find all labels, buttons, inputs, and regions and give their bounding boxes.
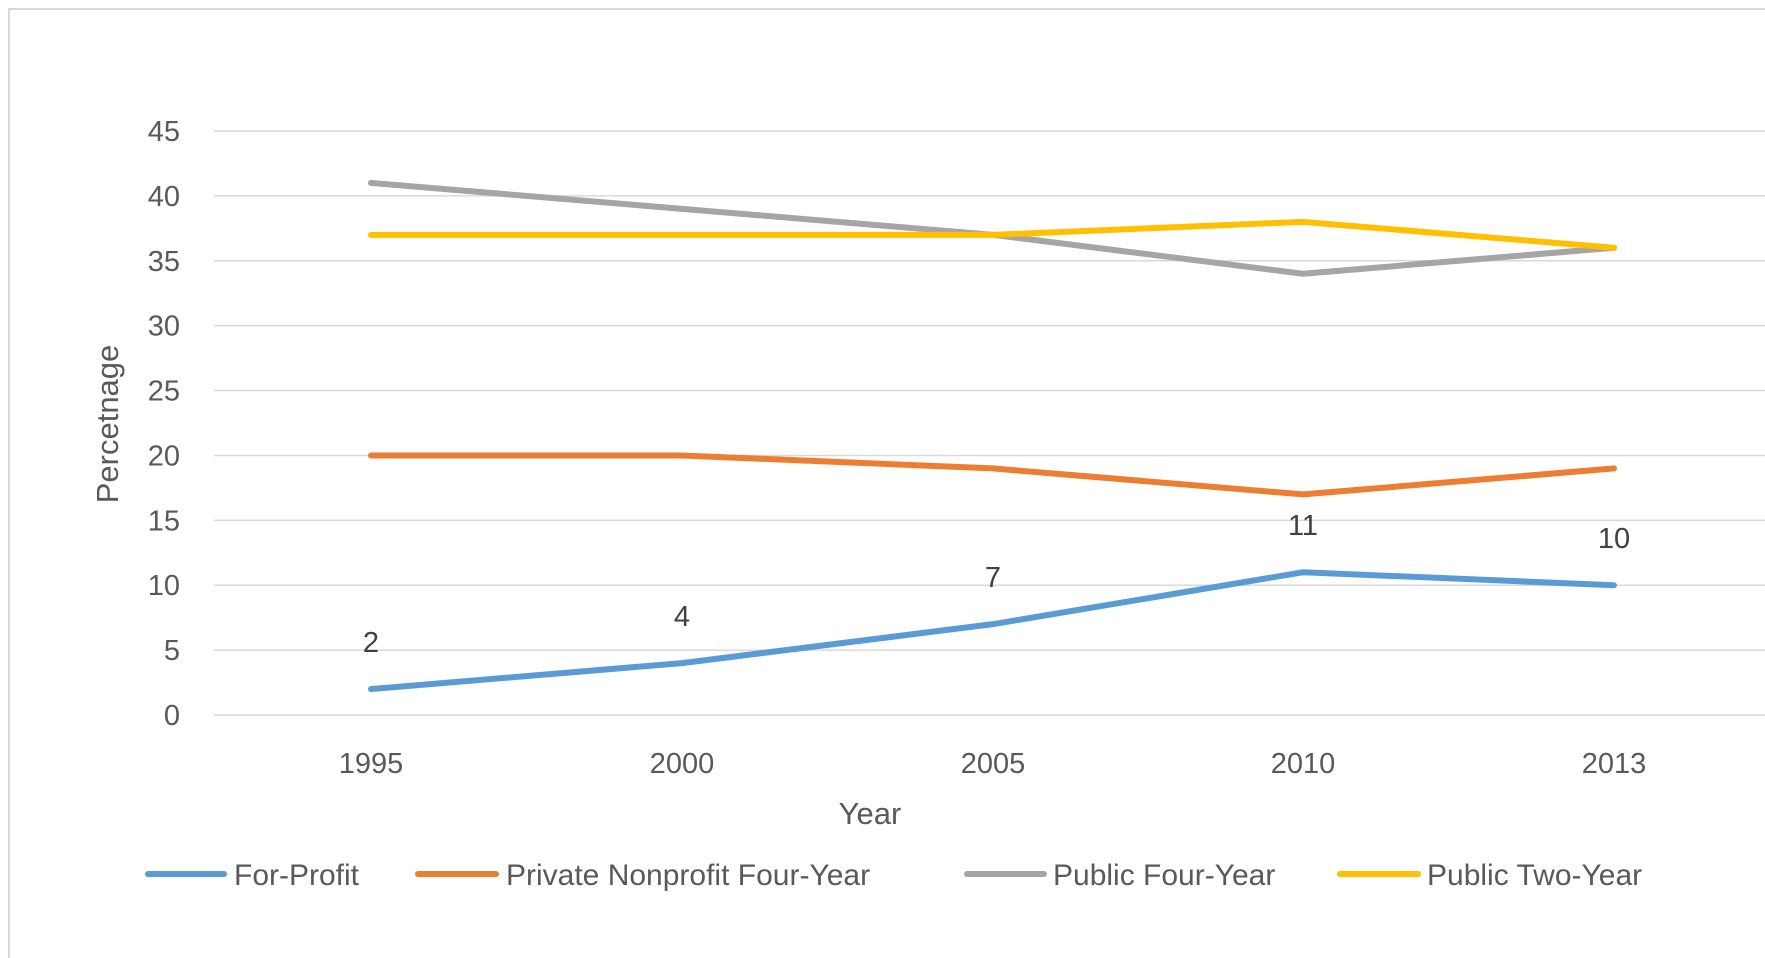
legend-label: For-Profit (234, 859, 360, 892)
series-line-for-profit (368, 569, 1617, 693)
legend-item: Public Four-Year (964, 859, 1275, 892)
legend-label: Public Four-Year (1053, 859, 1275, 892)
legend-label: Public Two-Year (1427, 859, 1642, 892)
series-lines (368, 179, 1617, 693)
data-label: 2 (363, 627, 379, 659)
x-tick-label: 1995 (339, 748, 404, 780)
data-label: 10 (1598, 523, 1630, 555)
y-tick-label: 10 (148, 570, 180, 602)
legend-item: Public Two-Year (1337, 859, 1642, 892)
data-labels: 2 4 7 11 10 (363, 510, 1630, 659)
series-line-private-nonprofit-four-year (368, 452, 1617, 498)
x-axis-title: Year (839, 796, 902, 831)
legend-label: Private Nonprofit Four-Year (506, 859, 870, 892)
x-tick-label: 2010 (1271, 748, 1336, 780)
legend: For-Profit Private Nonprofit Four-Year Pub… (145, 859, 1642, 892)
chart-frame (8, 8, 1765, 958)
x-axis-ticks: 1995 2000 2005 2010 2013 (339, 748, 1647, 780)
legend-item: Private Nonprofit Four-Year (415, 859, 870, 892)
series-line-public-two-year (368, 218, 1617, 251)
y-tick-label: 0 (164, 700, 180, 732)
y-tick-label: 45 (148, 116, 180, 148)
y-tick-label: 40 (148, 181, 180, 213)
y-tick-label: 25 (148, 376, 180, 408)
gridlines (214, 130, 1765, 716)
y-tick-label: 5 (164, 635, 180, 667)
x-tick-label: 2005 (961, 748, 1026, 780)
data-label: 11 (1288, 510, 1318, 542)
y-tick-label: 35 (148, 246, 180, 278)
y-tick-label: 30 (148, 311, 180, 343)
data-label: 7 (985, 562, 1001, 594)
y-tick-label: 15 (148, 505, 180, 537)
y-tick-label: 20 (148, 440, 180, 472)
data-label: 4 (674, 601, 690, 633)
legend-item: For-Profit (145, 859, 360, 892)
y-axis-title: Percetnage (90, 345, 125, 504)
y-axis-ticks: 0 5 10 15 20 25 30 35 40 45 (148, 116, 180, 732)
x-tick-label: 2013 (1582, 748, 1647, 780)
x-tick-label: 2000 (650, 748, 715, 780)
